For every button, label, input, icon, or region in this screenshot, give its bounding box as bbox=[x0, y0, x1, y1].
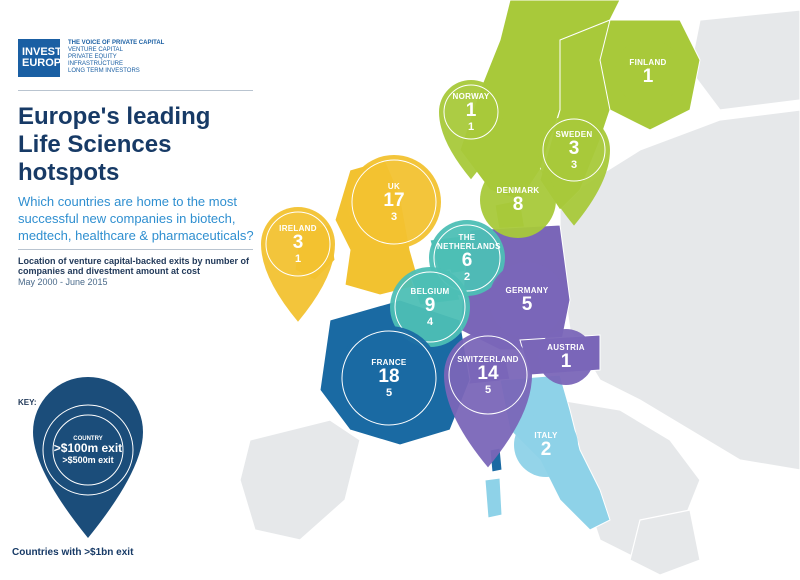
key-caption: Countries with >$1bn exit bbox=[12, 547, 134, 558]
invest-europe-logo: INVEST EUROPE bbox=[18, 39, 69, 77]
marker-ring-norway bbox=[443, 84, 499, 140]
land-eastern-europe bbox=[559, 109, 800, 471]
marker-sweden bbox=[538, 114, 610, 226]
page-title: Europe's leading Life Sciences hotspots bbox=[18, 103, 211, 186]
marker-ring-belgium bbox=[394, 271, 466, 343]
marker-ring-the-netherlands bbox=[433, 224, 501, 292]
marker-norway bbox=[439, 80, 503, 180]
marker-austria bbox=[538, 329, 594, 385]
logo-tagline-title: THE VOICE OF PRIVATE CAPITAL bbox=[68, 40, 165, 46]
marker-france bbox=[337, 326, 441, 430]
marker-ring-france bbox=[341, 330, 437, 426]
divider bbox=[18, 249, 253, 250]
logo-tagline-line: VENTURE CAPITAL bbox=[68, 47, 123, 53]
marker-ring-ireland bbox=[265, 211, 331, 277]
marker-ring-sweden bbox=[542, 118, 606, 182]
marker-uk bbox=[347, 155, 441, 249]
logo-line1: INVEST bbox=[22, 46, 62, 58]
marker-finland bbox=[615, 39, 681, 105]
marker-switzerland bbox=[444, 331, 532, 468]
page-subtitle: Which countries are home to the most suc… bbox=[18, 194, 254, 243]
methodology-note: Location of venture capital-backed exits… bbox=[18, 256, 250, 276]
logo-tagline-line: PRIVATE EQUITY bbox=[68, 54, 117, 60]
logo-tagline: THE VOICE OF PRIVATE CAPITAL VENTURE CAP… bbox=[68, 40, 208, 75]
key-marker bbox=[33, 377, 143, 538]
land-iberia bbox=[239, 419, 361, 541]
marker-italy bbox=[514, 413, 578, 477]
marker-ring-switzerland bbox=[448, 335, 528, 415]
logo-tagline-line: INFRASTRUCTURE bbox=[68, 61, 123, 67]
land-greece bbox=[629, 509, 701, 576]
marker-ring-uk bbox=[351, 159, 437, 245]
marker-denmark bbox=[480, 162, 556, 238]
date-range: May 2000 - June 2015 bbox=[18, 277, 108, 287]
logo-tagline-line: LONG TERM INVESTORS bbox=[68, 68, 140, 74]
marker-germany bbox=[489, 262, 565, 338]
markers-layer bbox=[261, 39, 681, 477]
marker-belgium bbox=[390, 267, 470, 347]
divider bbox=[18, 90, 253, 91]
key-label: KEY: bbox=[18, 398, 37, 407]
logo-line2: EUROPE bbox=[22, 57, 69, 69]
land-sardinia bbox=[484, 477, 503, 519]
land-north-russia bbox=[689, 9, 800, 111]
marker-ireland bbox=[261, 207, 335, 322]
